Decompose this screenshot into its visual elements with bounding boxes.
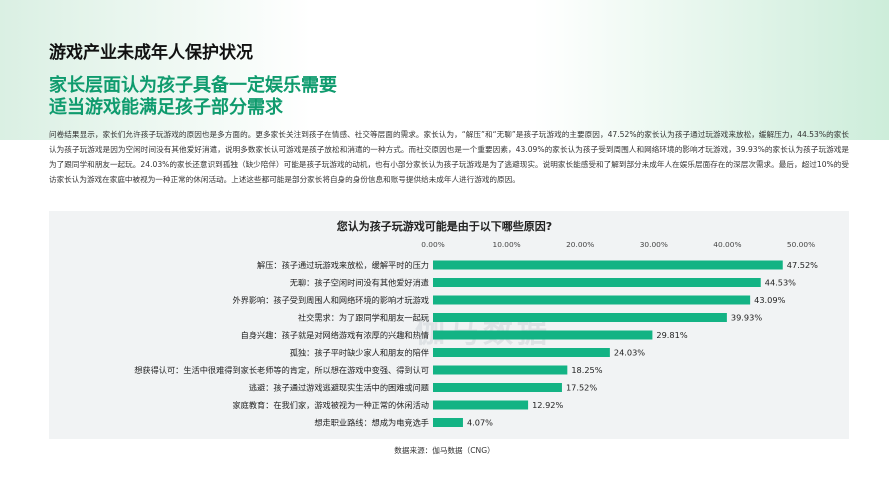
bar [433,418,463,427]
category-label: 解压：孩子通过玩游戏来放松，缓解平时的压力 [257,260,429,270]
bar [433,278,761,287]
x-tick-label: 40.00% [713,240,741,249]
category-label: 社交需求：为了跟同学和朋友一起玩 [298,313,429,323]
category-label: 家庭教育：在我们家，游戏被视为一种正常的休闲活动 [232,400,429,410]
category-label: 想获得认可：生活中很难得到家长老师等的肯定，所以想在游戏中变强、得到认可 [134,365,429,375]
category-label: 无聊：孩子空闲时间没有其他爱好消遣 [290,278,429,288]
bar [433,330,653,340]
value-label: 44.53% [765,278,796,288]
chart-title: 您认为孩子玩游戏可能是由于以下哪些原因? [336,220,553,233]
value-label: 39.93% [731,313,762,323]
value-label: 18.25% [571,365,602,375]
bar [433,400,529,410]
bar [433,295,751,305]
body-paragraph: 问卷结果显示，家长们允许孩子玩游戏的原因也是多方面的。更多家长关注到孩子在情感、… [49,130,849,184]
value-label: 17.52% [566,383,597,393]
data-source: 数据来源：伽马数据（CNG） [394,446,495,455]
bar [433,365,568,375]
bar [433,348,610,357]
value-label: 47.52% [787,260,818,270]
x-tick-label: 10.00% [493,240,521,249]
headline: 家长层面认为孩子具备一定娱乐需要 适当游戏能满足孩子部分需求 [49,75,337,119]
x-tick-label: 50.00% [787,240,815,249]
page-title: 游戏产业未成年人保护状况 [49,43,253,63]
category-label: 孤独：孩子平时缺少家人和朋友的陪伴 [290,348,429,358]
category-label: 逃避：孩子通过游戏逃避现实生活中的困难或问题 [249,383,429,393]
bar [433,313,727,322]
category-label: 外界影响：孩子受到周围人和网络环境的影响才玩游戏 [232,295,429,305]
category-label: 想走职业路线：想成为电竞选手 [314,418,429,428]
x-tick-label: 0.00% [421,240,444,249]
value-label: 43.09% [754,295,785,305]
category-label: 自身兴趣：孩子就是对网络游戏有浓厚的兴趣和热情 [241,330,429,340]
value-label: 4.07% [467,418,493,428]
headline-line-1: 家长层面认为孩子具备一定娱乐需要 [49,75,337,96]
x-tick-label: 30.00% [640,240,668,249]
headline-line-2: 适当游戏能满足孩子部分需求 [49,97,283,118]
value-label: 12.92% [532,400,563,410]
value-label: 24.03% [614,348,645,358]
bar [433,383,562,392]
x-tick-label: 20.00% [566,240,594,249]
value-label: 29.81% [656,330,687,340]
bar [433,260,783,270]
